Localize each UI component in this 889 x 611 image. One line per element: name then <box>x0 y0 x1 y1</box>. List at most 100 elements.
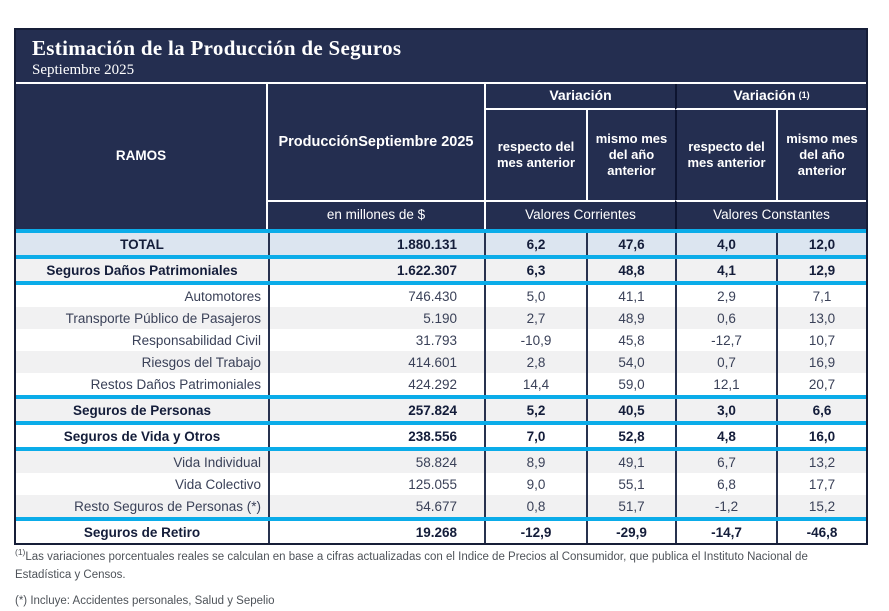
group-header-variacion-constantes: Variación (1) <box>675 84 866 110</box>
cell-production: 1.880.131 <box>268 233 484 255</box>
report-table-frame: Estimación de la Producción de Seguros S… <box>14 28 868 545</box>
cell-var-corr-mes: 7,0 <box>484 425 586 447</box>
table-row-resto-seguros-de-personas: Resto Seguros de Personas (*) 54.677 0,8… <box>16 495 866 517</box>
cell-var-corr-anio: -29,9 <box>586 521 675 543</box>
row-label: Vida Individual <box>173 454 261 470</box>
subheader-en-millones: en millones de $ <box>268 200 484 229</box>
row-label: Automotores <box>184 288 261 304</box>
cell-var-corr-mes: 5,0 <box>484 285 586 307</box>
table-row-vida-colectivo: Vida Colectivo 125.055 9,0 55,1 6,8 17,7 <box>16 473 866 495</box>
cell-var-corr-anio: 52,8 <box>586 425 675 447</box>
cell-var-corr-anio: 54,0 <box>586 351 675 373</box>
footnote-1: (1)Las variaciones porcentuales reales s… <box>15 546 860 584</box>
title-band: Estimación de la Producción de Seguros S… <box>16 30 866 84</box>
column-header-respecto-mes-constantes: respecto del mes anterior <box>675 110 776 200</box>
cyan-divider <box>16 517 866 521</box>
footnote-2: (*) Incluye: Accidentes personales, Salu… <box>15 595 275 608</box>
footnote-1-text: Las variaciones porcentuales reales se c… <box>15 550 808 581</box>
cell-var-const-mes: 12,1 <box>675 373 776 395</box>
cell-var-const-anio: 20,7 <box>776 373 866 395</box>
cell-var-const-anio: 12,9 <box>776 259 866 281</box>
cell-var-const-mes: 4,8 <box>675 425 776 447</box>
cyan-divider <box>16 229 866 233</box>
cell-production: 31.793 <box>268 329 484 351</box>
page-title: Estimación de la Producción de Seguros <box>32 36 402 60</box>
cell-var-const-anio: 15,2 <box>776 495 866 517</box>
cell-var-corr-mes: -12,9 <box>484 521 586 543</box>
row-label: Responsabilidad Civil <box>131 332 261 348</box>
cell-var-corr-mes: 2,8 <box>484 351 586 373</box>
cell-var-const-mes: 0,7 <box>675 351 776 373</box>
cell-var-corr-mes: -10,9 <box>484 329 586 351</box>
cell-var-const-mes: 2,9 <box>675 285 776 307</box>
table-row-seguros-de-vida-y-otros: Seguros de Vida y Otros 238.556 7,0 52,8… <box>16 425 866 447</box>
table-header: RAMOS ProducciónSeptiembre 2025 Variació… <box>16 84 866 229</box>
footnotes: (1)Las variaciones porcentuales reales s… <box>15 546 860 611</box>
cell-var-corr-anio: 40,5 <box>586 399 675 421</box>
cell-var-corr-mes: 2,7 <box>484 307 586 329</box>
cell-var-corr-mes: 0,8 <box>484 495 586 517</box>
cell-var-const-anio: 6,6 <box>776 399 866 421</box>
cyan-divider <box>16 395 866 399</box>
cell-var-corr-anio: 41,1 <box>586 285 675 307</box>
cell-production: 19.268 <box>268 521 484 543</box>
cell-production: 414.601 <box>268 351 484 373</box>
column-header-mismo-mes-corrientes: mismo mes del año anterior <box>586 110 675 200</box>
cell-production: 257.824 <box>268 399 484 421</box>
table-row-seguros-de-personas: Seguros de Personas 257.824 5,2 40,5 3,0… <box>16 399 866 421</box>
cell-var-corr-anio: 49,1 <box>586 451 675 473</box>
subheader-valores-corrientes: Valores Corrientes <box>484 200 675 229</box>
table-row-total: TOTAL 1.880.131 6,2 47,6 4,0 12,0 <box>16 233 866 255</box>
cell-production: 54.677 <box>268 495 484 517</box>
row-label: Seguros Daños Patrimoniales <box>46 262 238 278</box>
cell-var-const-mes: -14,7 <box>675 521 776 543</box>
row-label: TOTAL <box>120 236 164 252</box>
cell-production: 125.055 <box>268 473 484 495</box>
table-row-responsabilidad-civil: Responsabilidad Civil 31.793 -10,9 45,8 … <box>16 329 866 351</box>
cell-var-const-mes: -1,2 <box>675 495 776 517</box>
table-row-riesgos-del-trabajo: Riesgos del Trabajo 414.601 2,8 54,0 0,7… <box>16 351 866 373</box>
cell-var-const-mes: 6,7 <box>675 451 776 473</box>
cell-var-corr-mes: 14,4 <box>484 373 586 395</box>
cell-var-corr-anio: 59,0 <box>586 373 675 395</box>
cyan-divider <box>16 281 866 285</box>
row-label: Vida Colectivo <box>174 476 261 492</box>
cell-var-const-anio: -46,8 <box>776 521 866 543</box>
row-label: Restos Daños Patrimoniales <box>90 376 261 392</box>
cell-var-const-anio: 13,2 <box>776 451 866 473</box>
subheader-valores-constantes: Valores Constantes <box>675 200 866 229</box>
table-row-automotores: Automotores 746.430 5,0 41,1 2,9 7,1 <box>16 285 866 307</box>
cell-var-const-anio: 16,9 <box>776 351 866 373</box>
row-label: Seguros de Retiro <box>83 524 201 540</box>
cell-var-const-anio: 13,0 <box>776 307 866 329</box>
cell-var-corr-mes: 8,9 <box>484 451 586 473</box>
cell-production: 1.622.307 <box>268 259 484 281</box>
row-label: Seguros de Personas <box>72 402 212 418</box>
column-header-produccion: ProducciónSeptiembre 2025 <box>278 133 474 150</box>
page-subtitle: Septiembre 2025 <box>32 62 135 78</box>
cell-var-corr-anio: 48,8 <box>586 259 675 281</box>
cyan-divider <box>16 447 866 451</box>
column-header-respecto-mes-corrientes: respecto del mes anterior <box>484 110 586 200</box>
cell-var-corr-anio: 45,8 <box>586 329 675 351</box>
footnote-1-marker: (1) <box>15 547 26 557</box>
row-label: Transporte Público de Pasajeros <box>65 310 261 326</box>
cell-production: 746.430 <box>268 285 484 307</box>
cell-var-const-anio: 12,0 <box>776 233 866 255</box>
cell-production: 238.556 <box>268 425 484 447</box>
cell-var-const-mes: 3,0 <box>675 399 776 421</box>
row-label: Riesgos del Trabajo <box>141 354 261 370</box>
row-label: Resto Seguros de Personas (*) <box>74 498 261 514</box>
cell-var-corr-anio: 55,1 <box>586 473 675 495</box>
table-row-restos-danos-patrimoniales: Restos Daños Patrimoniales 424.292 14,4 … <box>16 373 866 395</box>
cell-var-const-anio: 7,1 <box>776 285 866 307</box>
cyan-divider <box>16 255 866 259</box>
cell-var-corr-mes: 6,3 <box>484 259 586 281</box>
cell-production: 58.824 <box>268 451 484 473</box>
cell-var-const-anio: 10,7 <box>776 329 866 351</box>
cell-var-const-mes: -12,7 <box>675 329 776 351</box>
cell-var-const-mes: 6,8 <box>675 473 776 495</box>
cell-var-corr-mes: 9,0 <box>484 473 586 495</box>
table-row-transporte-publico: Transporte Público de Pasajeros 5.190 2,… <box>16 307 866 329</box>
row-label: Seguros de Vida y Otros <box>63 428 221 444</box>
